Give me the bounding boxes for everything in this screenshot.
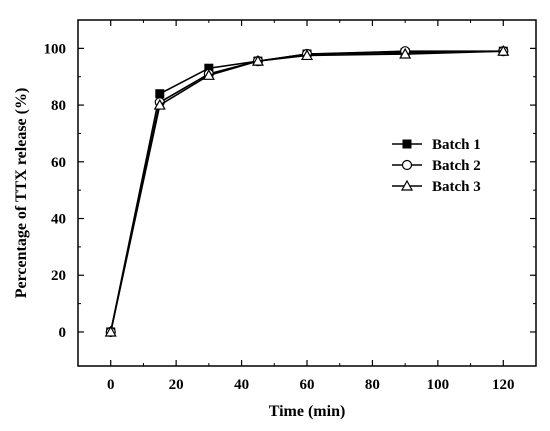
legend-label: Batch 1	[432, 137, 481, 153]
data-point	[153, 98, 166, 110]
series-layer	[104, 44, 510, 338]
y-tick-label: 60	[51, 155, 66, 171]
x-tick-label: 100	[427, 377, 450, 393]
x-tick-label: 80	[365, 377, 380, 393]
legend-marker	[401, 159, 413, 171]
legend-item-batch-1: Batch 1	[392, 137, 481, 153]
x-tick-label: 0	[107, 377, 115, 393]
x-tick-label: 40	[234, 377, 249, 393]
legend-label: Batch 2	[432, 158, 481, 174]
legend-label: Batch 3	[432, 179, 481, 195]
series-batch-3	[104, 44, 510, 337]
data-point	[155, 89, 165, 99]
legend: Batch 1 Batch 2 Batch 3	[392, 137, 481, 195]
legend-item-batch-3: Batch 3	[392, 179, 481, 195]
x-tick-label: 60	[300, 377, 315, 393]
y-tick-label: 100	[44, 41, 67, 57]
data-point	[104, 325, 117, 337]
y-axis-title: Percentage of TTX release (%)	[13, 88, 30, 299]
data-point	[300, 49, 314, 61]
legend-item-batch-2: Batch 2	[392, 158, 481, 174]
x-tick-label: 120	[492, 377, 515, 393]
data-point	[202, 69, 215, 80]
y-tick-label: 20	[51, 268, 66, 284]
axes: 0 20 40 60 80 100 120 0 20 40 60 80 100	[44, 19, 537, 393]
y-tick-label: 0	[59, 325, 67, 341]
data-point	[399, 47, 412, 59]
data-point	[497, 44, 510, 56]
data-point	[251, 54, 264, 66]
x-tick-label: 20	[169, 377, 184, 393]
x-axis-title: Time (min)	[269, 403, 346, 420]
y-tick-label: 40	[51, 212, 66, 228]
legend-marker	[400, 179, 414, 191]
y-tick-label: 80	[51, 98, 66, 114]
legend-marker	[402, 139, 412, 149]
